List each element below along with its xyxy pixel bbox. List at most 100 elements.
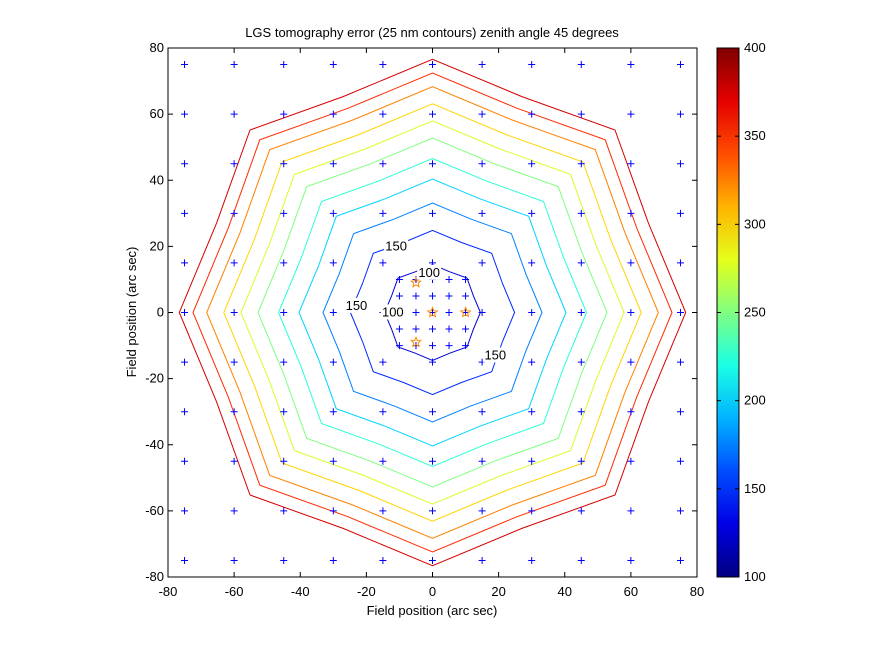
x-tick-label: -20 — [357, 584, 376, 599]
sample-point — [230, 309, 238, 316]
sample-point — [429, 358, 436, 366]
sample-point — [676, 110, 684, 118]
sample-point — [577, 408, 585, 416]
sample-point — [412, 292, 420, 300]
sample-point — [627, 358, 635, 366]
sample-point — [329, 61, 337, 69]
sample-point — [429, 342, 436, 350]
sample-point — [329, 358, 337, 366]
sample-point — [478, 556, 486, 564]
sample-point — [329, 160, 337, 168]
x-tick-label: 80 — [690, 584, 704, 599]
contour-line-300 — [223, 103, 642, 522]
x-tick-label: -40 — [291, 584, 310, 599]
sample-point — [528, 507, 536, 515]
sample-point — [329, 457, 337, 465]
guide-star — [426, 306, 439, 318]
sample-point — [429, 61, 436, 69]
sample-point — [528, 457, 536, 465]
sample-point — [478, 209, 486, 217]
sample-point — [329, 110, 337, 118]
contour-label-background — [417, 264, 442, 280]
sample-point — [230, 507, 238, 515]
sample-point — [280, 408, 288, 416]
sample-point — [379, 556, 387, 564]
sample-point — [445, 325, 453, 333]
sample-point — [379, 358, 387, 366]
sample-point — [379, 259, 387, 267]
contour-line-275 — [240, 120, 625, 505]
sample-point — [230, 259, 238, 267]
sample-point — [280, 457, 288, 465]
guide-star — [409, 276, 422, 288]
sample-point — [329, 309, 337, 316]
sample-point — [181, 408, 189, 416]
y-tick-label: -20 — [145, 371, 164, 386]
sample-point — [412, 325, 420, 333]
x-tick-label: 60 — [624, 584, 638, 599]
colorbar-tick-label: 300 — [744, 216, 766, 231]
sample-point — [395, 275, 403, 283]
colorbar-tick-label: 400 — [744, 40, 766, 55]
sample-point — [676, 61, 684, 69]
sample-point — [676, 408, 684, 416]
sample-point — [230, 457, 238, 465]
sample-point — [528, 309, 536, 316]
sample-point — [429, 110, 436, 118]
y-tick-label: 20 — [150, 238, 164, 253]
y-tick-label: 60 — [150, 106, 164, 121]
sample-point — [181, 160, 189, 168]
sample-point — [329, 209, 337, 217]
sample-point — [412, 309, 420, 316]
sample-point — [329, 507, 337, 515]
sample-point — [462, 325, 470, 333]
contour-line-250 — [257, 137, 608, 488]
sample-point — [329, 408, 337, 416]
contour-label-background — [384, 238, 409, 254]
sample-point — [577, 457, 585, 465]
sample-point — [462, 292, 470, 300]
sample-point — [577, 358, 585, 366]
sample-point — [676, 507, 684, 515]
sample-point — [627, 556, 635, 564]
sample-point — [676, 556, 684, 564]
sample-point — [395, 342, 403, 350]
sample-point — [462, 275, 470, 283]
sample-point — [627, 408, 635, 416]
sample-point — [379, 110, 387, 118]
sample-point — [181, 209, 189, 217]
sample-point — [528, 408, 536, 416]
contour-label: 150 — [484, 347, 506, 362]
sample-point — [379, 408, 387, 416]
sample-point — [181, 556, 189, 564]
contour-line-200 — [298, 178, 567, 447]
contour-line-325 — [206, 86, 659, 539]
sample-point — [676, 309, 684, 316]
y-tick-label: 40 — [150, 172, 164, 187]
sample-point — [230, 209, 238, 217]
sample-point — [280, 309, 288, 316]
sample-point — [429, 408, 436, 416]
contour-line-225 — [277, 157, 588, 468]
sample-point — [676, 358, 684, 366]
sample-point — [627, 209, 635, 217]
sample-point — [528, 209, 536, 217]
sample-point — [429, 507, 436, 515]
contour-line-350 — [192, 72, 673, 553]
y-tick-label: -60 — [145, 503, 164, 518]
sample-point — [181, 309, 189, 316]
contour-label: 100 — [418, 265, 440, 280]
sample-point — [478, 457, 486, 465]
contour-line-375 — [178, 58, 687, 567]
sample-point — [230, 358, 238, 366]
sample-point — [478, 408, 486, 416]
sample-point — [676, 160, 684, 168]
sample-point — [280, 61, 288, 69]
sample-point — [627, 110, 635, 118]
x-tick-label: 40 — [558, 584, 572, 599]
sample-point — [528, 556, 536, 564]
guide-star-markers — [409, 276, 472, 348]
sample-point — [379, 160, 387, 168]
contour-line-175 — [322, 202, 543, 423]
